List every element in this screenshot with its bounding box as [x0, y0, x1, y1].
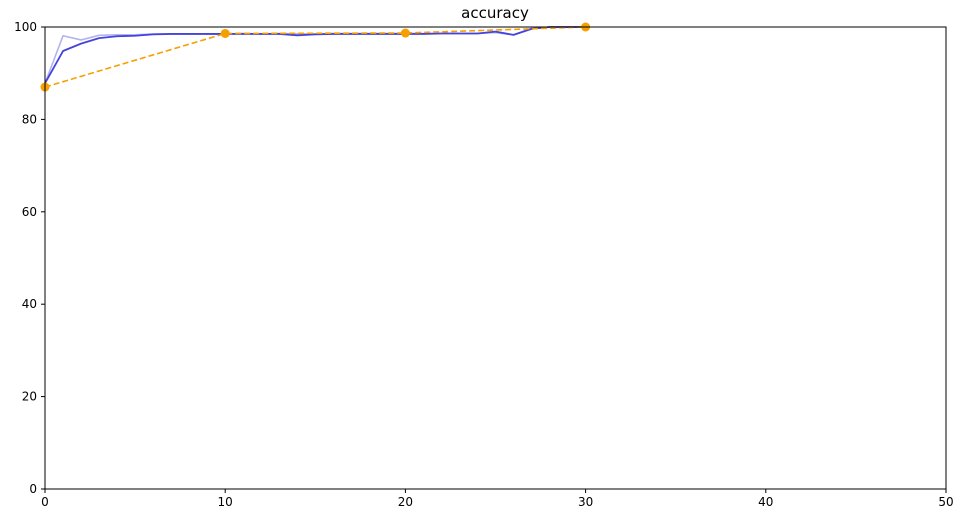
series-2-point-2	[400, 28, 410, 38]
y-tick-label-1: 20	[22, 390, 37, 404]
series-line-1	[44, 26, 586, 84]
x-tick-label-3: 30	[578, 495, 593, 509]
plot-frame	[44, 26, 947, 490]
y-tick-label-0: 0	[29, 482, 37, 496]
x-tick-label-0: 0	[41, 495, 49, 509]
series-line-2	[44, 26, 586, 88]
x-tick-label-1: 10	[218, 495, 233, 509]
series-2-point-1	[220, 28, 230, 38]
series-layer	[40, 22, 591, 92]
axes-layer: 0 10 20 30 40 50 0 20 40 60 80 100	[14, 20, 954, 509]
y-tick-label-3: 60	[22, 205, 37, 219]
chart-title: accuracy	[461, 4, 529, 22]
y-tick-label-5: 100	[14, 20, 37, 34]
y-tick-label-4: 80	[22, 112, 37, 126]
x-tick-label-5: 50	[938, 495, 953, 509]
x-tick-label-2: 20	[398, 495, 413, 509]
y-tick-label-2: 40	[22, 297, 37, 311]
x-tick-label-4: 40	[758, 495, 773, 509]
